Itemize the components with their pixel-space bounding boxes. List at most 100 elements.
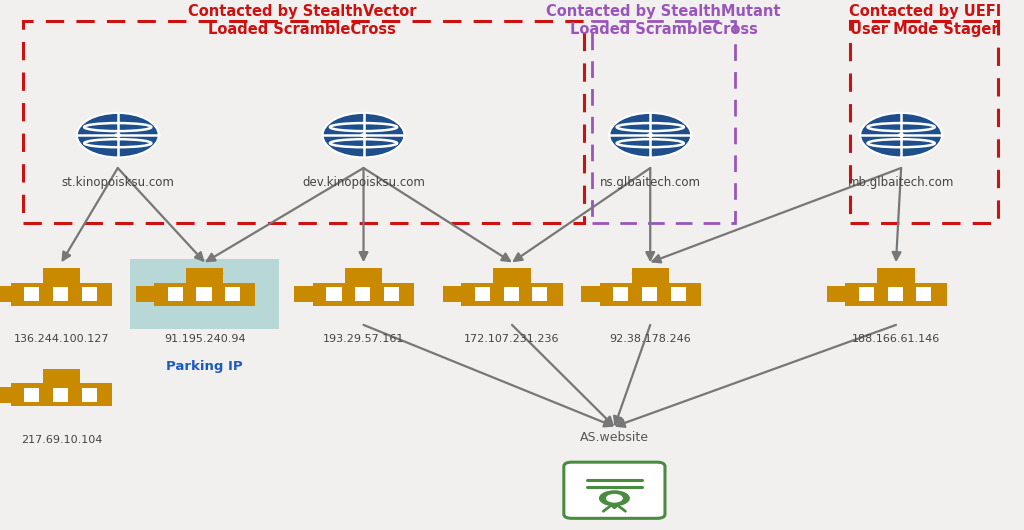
FancyBboxPatch shape [888,287,903,302]
FancyBboxPatch shape [82,287,97,302]
FancyBboxPatch shape [564,462,665,518]
Circle shape [74,272,80,275]
Text: AS.website: AS.website [580,431,649,444]
Bar [850,21,998,223]
Text: dev.kinopoisksu.com: dev.kinopoisksu.com [302,176,425,190]
FancyBboxPatch shape [846,283,946,305]
FancyBboxPatch shape [504,287,519,302]
Circle shape [53,272,59,275]
FancyBboxPatch shape [197,287,212,302]
Circle shape [632,272,638,275]
Circle shape [217,272,223,275]
Circle shape [197,272,203,275]
Circle shape [908,272,914,275]
Circle shape [366,272,372,275]
Ellipse shape [323,113,404,157]
FancyBboxPatch shape [25,387,40,402]
FancyBboxPatch shape [43,369,80,384]
FancyBboxPatch shape [581,286,600,302]
FancyBboxPatch shape [642,287,657,302]
FancyBboxPatch shape [475,287,490,302]
FancyBboxPatch shape [53,287,69,302]
FancyBboxPatch shape [632,268,669,283]
FancyBboxPatch shape [10,384,113,406]
Circle shape [494,272,500,275]
Text: 91.195.240.94: 91.195.240.94 [164,334,246,344]
Text: 92.38.178.246: 92.38.178.246 [609,334,691,344]
Text: 217.69.10.104: 217.69.10.104 [20,435,102,445]
Circle shape [878,272,884,275]
FancyBboxPatch shape [25,287,40,302]
Circle shape [599,490,630,506]
Text: Parking IP: Parking IP [167,360,243,374]
Text: 172.107.231.236: 172.107.231.236 [464,334,560,344]
FancyBboxPatch shape [0,286,10,302]
FancyBboxPatch shape [461,283,563,305]
FancyBboxPatch shape [878,268,914,283]
FancyBboxPatch shape [345,268,382,283]
FancyBboxPatch shape [43,268,80,283]
FancyBboxPatch shape [135,286,155,302]
Text: Contacted by StealthMutant
Loaded ScrambleCross: Contacted by StealthMutant Loaded Scramb… [546,4,781,37]
Text: 136.244.100.127: 136.244.100.127 [13,334,110,344]
Text: mb.glbaitech.com: mb.glbaitech.com [848,176,954,190]
Circle shape [606,494,623,502]
Circle shape [663,272,669,275]
Circle shape [74,373,80,376]
Bar [23,21,584,223]
Circle shape [186,272,193,275]
Text: 188.166.61.146: 188.166.61.146 [852,334,940,344]
FancyBboxPatch shape [327,287,342,302]
FancyBboxPatch shape [613,287,629,302]
Circle shape [888,272,894,275]
Circle shape [359,133,368,137]
Circle shape [504,272,510,275]
FancyBboxPatch shape [82,387,97,402]
Circle shape [355,272,361,275]
Circle shape [345,272,351,275]
Bar [592,21,735,223]
Circle shape [897,133,905,137]
FancyBboxPatch shape [600,283,700,305]
FancyBboxPatch shape [384,287,399,302]
FancyBboxPatch shape [155,283,256,305]
Circle shape [524,272,530,275]
FancyBboxPatch shape [168,287,183,302]
Text: Contacted by UEFI
User Mode Stager: Contacted by UEFI User Mode Stager [849,4,1000,37]
FancyBboxPatch shape [130,259,280,329]
FancyBboxPatch shape [494,268,530,283]
Circle shape [376,272,382,275]
FancyBboxPatch shape [313,283,414,305]
Text: 193.29.57.161: 193.29.57.161 [323,334,404,344]
Circle shape [43,272,49,275]
FancyBboxPatch shape [53,387,69,402]
Circle shape [63,373,70,376]
FancyBboxPatch shape [10,283,113,305]
Circle shape [43,373,49,376]
Circle shape [652,272,658,275]
Circle shape [642,272,648,275]
Ellipse shape [860,113,942,157]
Text: ns.glbaitech.com: ns.glbaitech.com [600,176,700,190]
FancyBboxPatch shape [859,287,874,302]
FancyBboxPatch shape [442,286,461,302]
FancyBboxPatch shape [0,387,10,403]
FancyBboxPatch shape [671,287,686,302]
FancyBboxPatch shape [294,286,313,302]
Circle shape [514,272,520,275]
FancyBboxPatch shape [826,286,846,302]
FancyBboxPatch shape [916,287,932,302]
Circle shape [63,272,70,275]
Circle shape [646,133,654,137]
Circle shape [53,373,59,376]
Ellipse shape [77,113,159,157]
FancyBboxPatch shape [532,287,548,302]
FancyBboxPatch shape [355,287,371,302]
FancyBboxPatch shape [186,268,223,283]
Circle shape [114,133,122,137]
Text: st.kinopoisksu.com: st.kinopoisksu.com [61,176,174,190]
Circle shape [898,272,904,275]
Text: Contacted by StealthVector
Loaded ScrambleCross: Contacted by StealthVector Loaded Scramb… [187,4,417,37]
Ellipse shape [609,113,691,157]
Circle shape [207,272,213,275]
